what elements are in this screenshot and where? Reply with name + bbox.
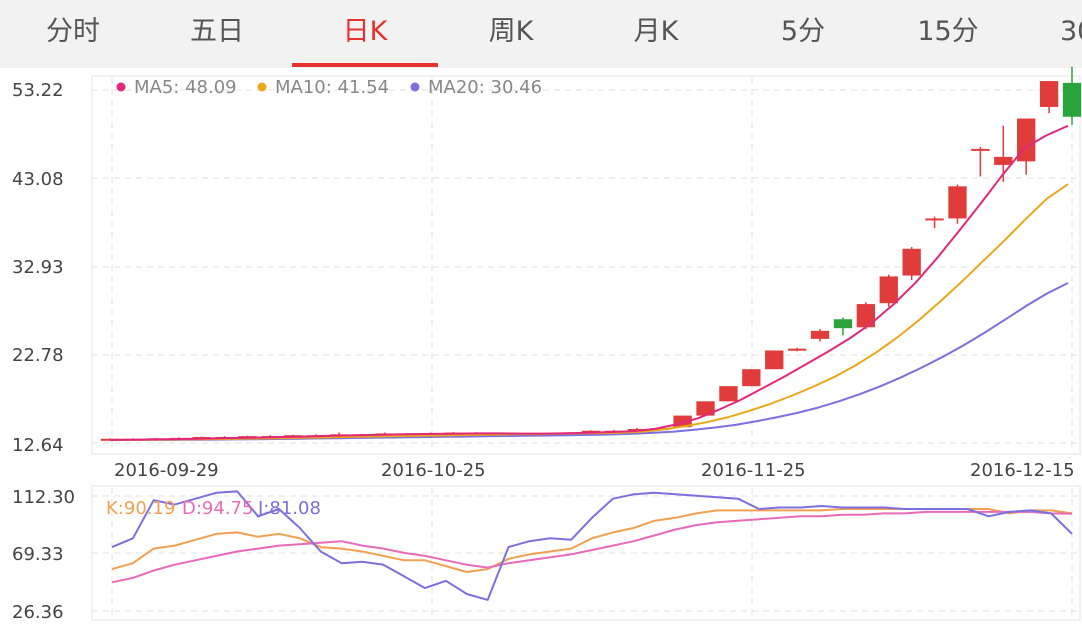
ma10-line [110, 183, 1069, 441]
candle-up [925, 218, 944, 221]
ma10-legend: MA10: 41.54 [275, 77, 389, 98]
kdj-y-tick-bottom: 26.36 [12, 602, 64, 623]
d-legend: D:94.75 [182, 498, 253, 519]
x-tick-date: 2016-11-25 [701, 460, 806, 481]
kdj-j-line [111, 490, 1073, 601]
ma10-legend-dot [257, 82, 267, 92]
price-panel-frame [91, 75, 1081, 455]
price-y-tick: 43.08 [12, 169, 64, 190]
kdj-d-line [111, 510, 1073, 584]
ma20-line [109, 282, 1069, 442]
kdj-y-tick: 69.33 [12, 544, 64, 565]
k-legend: K:90.19 [106, 498, 175, 519]
candle-up [879, 276, 898, 304]
price-y-tick-top: 53.22 [12, 80, 64, 101]
ma5-legend-dot [116, 82, 126, 92]
candle-up [765, 350, 784, 370]
candle-up [810, 330, 830, 339]
ma5-line [109, 124, 1069, 441]
candle-up [856, 304, 876, 328]
candle-up [948, 186, 967, 219]
candle-up [994, 156, 1013, 165]
candle-up [971, 148, 990, 151]
kdj-y-tick-top: 112.30 [12, 487, 75, 508]
candle-down [833, 319, 853, 329]
active-tab-indicator [292, 63, 438, 67]
x-tick-date: 2016-10-25 [381, 460, 486, 481]
candle-up [902, 248, 921, 276]
price-y-tick: 32.93 [12, 257, 64, 278]
x-tick-date: 2016-09-29 [114, 460, 219, 481]
candle-down [1062, 82, 1082, 117]
x-tick-date: 2016-12-15 [970, 460, 1075, 481]
tab-daily-k[interactable]: 日K [342, 16, 388, 47]
tab-weekly-k[interactable]: 周K [488, 16, 534, 47]
candle-up [742, 369, 761, 387]
ma5-legend: MA5: 48.09 [134, 77, 237, 98]
tab-five-day[interactable]: 五日 [190, 16, 244, 47]
tab-30min[interactable]: 30分 [1060, 16, 1082, 47]
j-legend: J:81.08 [257, 498, 321, 519]
candle-up [696, 401, 715, 416]
tab-timeshare[interactable]: 分时 [46, 16, 100, 47]
candle-up [787, 348, 807, 351]
candle-up [1039, 81, 1059, 107]
tab-monthly-k[interactable]: 月K [633, 16, 679, 47]
candle-up [673, 415, 692, 428]
price-y-tick: 22.78 [12, 345, 64, 366]
price-y-tick-bottom: 12.64 [12, 435, 64, 456]
period-tabbar: 分时 五日 日K 周K 月K 5分 15分 30分 [0, 0, 1082, 68]
candle-up [719, 386, 738, 402]
ma20-legend-dot [410, 82, 420, 92]
tab-5min[interactable]: 5分 [780, 16, 826, 47]
ma20-legend: MA20: 30.46 [428, 77, 542, 98]
tab-15min[interactable]: 15分 [917, 16, 979, 47]
